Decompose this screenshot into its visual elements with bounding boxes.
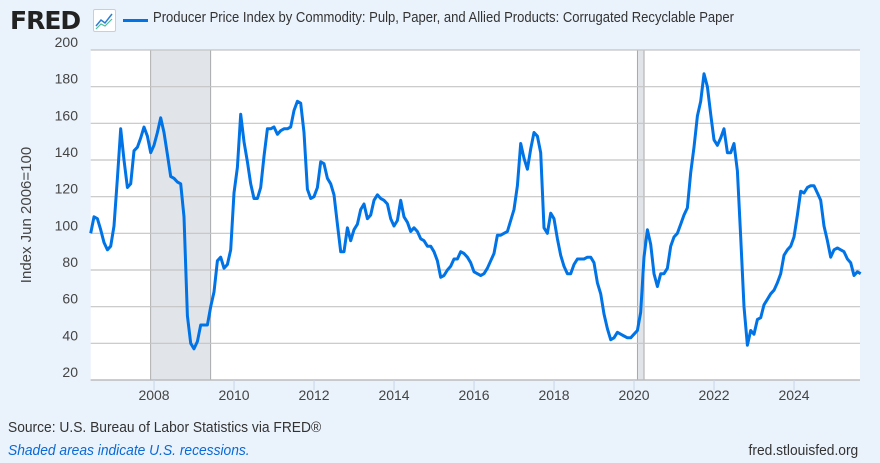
y-axis-label: Index Jun 2006=100 bbox=[18, 147, 35, 283]
y-tick-label: 100 bbox=[55, 217, 79, 233]
series-line bbox=[89, 72, 862, 351]
fred-logo[interactable]: FRED bbox=[10, 6, 81, 35]
x-tick-label: 2012 bbox=[298, 387, 329, 403]
y-tick-label: 200 bbox=[55, 34, 79, 50]
y-tick-label: 20 bbox=[62, 364, 78, 380]
y-tick-label: 140 bbox=[55, 144, 79, 160]
plot-area bbox=[90, 50, 860, 380]
x-tick-label: 2010 bbox=[218, 387, 249, 403]
line-chart-icon bbox=[93, 9, 116, 32]
y-tick-label: 160 bbox=[55, 107, 79, 123]
x-tick-label: 2008 bbox=[138, 387, 169, 403]
x-tick-label: 2018 bbox=[538, 387, 569, 403]
y-tick-label: 180 bbox=[55, 71, 79, 87]
x-tick-label: 2020 bbox=[618, 387, 649, 403]
x-tick-label: 2024 bbox=[778, 387, 809, 403]
y-tick-label: 40 bbox=[62, 327, 78, 343]
recession-note-link[interactable]: Shaded areas indicate U.S. recessions. bbox=[8, 442, 250, 459]
x-tick-label: 2022 bbox=[698, 387, 729, 403]
site-link[interactable]: fred.stlouisfed.org bbox=[748, 442, 858, 459]
y-tick-label: 120 bbox=[55, 181, 79, 197]
x-tick-label: 2014 bbox=[378, 387, 409, 403]
recession-shading bbox=[150, 49, 212, 381]
chart-title: Producer Price Index by Commodity: Pulp,… bbox=[153, 10, 735, 26]
source-note: Source: U.S. Bureau of Labor Statistics … bbox=[8, 419, 322, 436]
x-tick-label: 2016 bbox=[458, 387, 489, 403]
y-tick-label: 60 bbox=[62, 291, 78, 307]
y-tick-label: 80 bbox=[62, 254, 78, 270]
legend-swatch bbox=[123, 19, 148, 22]
